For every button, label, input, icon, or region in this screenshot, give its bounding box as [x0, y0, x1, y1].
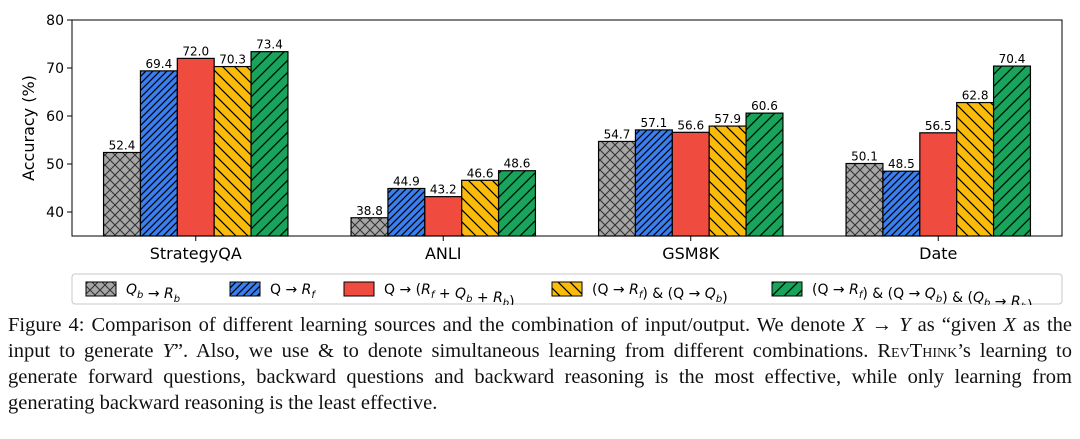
figure-caption: Figure 4: Comparison of different learni…	[8, 312, 1072, 416]
bar-value-label: 48.6	[504, 157, 531, 171]
legend: Qb → Rb Q → Rf Q → (Rf + Qb + Rb) (Q → Rf) …	[71, 273, 1063, 305]
bar-hatch	[956, 102, 994, 236]
caption-text: ’s learning to generate forward question…	[8, 340, 1072, 414]
bar-hatch	[251, 51, 288, 237]
bar-value-label: 56.5	[925, 119, 952, 133]
caption-text: as the input to generate	[8, 314, 1073, 362]
legend-swatch-hatch	[552, 282, 582, 296]
legend-swatch-hatch	[86, 282, 116, 296]
legend-swatch-hatch	[772, 282, 802, 296]
caption-label: Figure 4:	[8, 314, 85, 336]
bar-value-label: 48.5	[888, 157, 915, 171]
bar-value-label: 69.4	[146, 57, 173, 71]
y-tick-label: 60	[46, 109, 64, 125]
bar-hatch	[993, 66, 1031, 236]
legend-label: (Q → Rf) & (Q → Qb) & (Qb → Rb)	[812, 282, 1033, 305]
x-axis: StrategyQA ANLI GSM8K Date	[150, 236, 957, 263]
bar-value-label: 44.9	[393, 174, 420, 188]
caption-math: X	[852, 314, 865, 336]
x-tick-label: ANLI	[425, 244, 462, 263]
legend-label: (Q → Rf) & (Q → Qb)	[592, 282, 728, 305]
bar-chart: 52.4 69.4 72.0 70.3 73.4 38.8 44.9 43.2 46.6 48.6…	[19, 13, 1063, 305]
bar-value-label: 73.4	[256, 38, 283, 52]
bar-value-label: 57.1	[641, 116, 668, 130]
y-axis: 40 50 60 70 80	[46, 13, 72, 221]
legend-item: (Q → Rf) & (Q → Qb)	[551, 281, 728, 305]
y-tick-label: 70	[46, 61, 64, 77]
bar-value-label: 43.2	[430, 183, 457, 197]
legend-swatch-border	[229, 281, 261, 297]
caption-math: X	[1003, 314, 1016, 336]
bar-hatch	[635, 129, 673, 236]
legend-swatch-border	[771, 281, 803, 297]
caption-text: ”. Also, we use & to denote simultaneous…	[173, 340, 878, 362]
bar-value-label: 72.0	[182, 44, 209, 58]
caption-text: as “given	[910, 314, 1004, 336]
bar-hatch	[387, 188, 425, 236]
bar-hatch	[351, 217, 388, 236]
legend-item: Q → Rf	[229, 281, 316, 301]
bar-hatch	[746, 113, 783, 236]
bar-value-label: 56.6	[677, 118, 704, 132]
bar-fill	[177, 58, 215, 237]
legend-item: (Q → Rf) & (Q → Qb) & (Qb → Rb)	[771, 281, 1033, 305]
bar-fill	[424, 196, 462, 236]
bar-value-label: 70.4	[999, 52, 1026, 66]
bar-fill	[919, 132, 957, 236]
legend-item: Q → (Rf + Qb + Rb)	[343, 281, 515, 305]
bar-value-label: 52.4	[109, 138, 136, 152]
y-tick-label: 40	[46, 205, 64, 221]
bar-hatch	[103, 152, 141, 236]
bar	[745, 112, 784, 237]
bar	[250, 51, 289, 237]
bar-value-label: 70.3	[219, 53, 246, 67]
bar	[497, 170, 537, 237]
bar-hatch	[846, 163, 883, 236]
legend-label: Q → Rf	[270, 282, 316, 301]
bar-hatch	[709, 126, 747, 236]
bar-hatch	[598, 141, 636, 236]
caption-text: Comparison of different learning sources…	[84, 314, 853, 336]
y-tick-label: 50	[46, 157, 64, 173]
x-tick-label: Date	[919, 244, 957, 263]
bar-fill	[672, 132, 710, 236]
legend-swatch-hatch	[230, 282, 260, 296]
legend-swatch	[344, 282, 374, 296]
x-tick-label: GSM8K	[662, 244, 720, 263]
plot-area: 52.4 69.4 72.0 70.3 73.4 38.8 44.9 43.2 46.6 48.6…	[19, 13, 1063, 263]
legend-label: Q → (Rf + Qb + Rb)	[384, 282, 515, 305]
bar-hatch	[461, 180, 499, 236]
bar-hatch	[882, 171, 920, 236]
bar-value-label: 50.1	[851, 150, 878, 164]
method-name: RevThink	[877, 340, 958, 362]
plot-frame	[71, 19, 1063, 237]
bars-layer: 52.4 69.4 72.0 70.3 73.4 38.8 44.9 43.2 46.6 48.6…	[102, 38, 1032, 237]
bar-hatch	[140, 70, 178, 236]
caption-text: →	[864, 314, 900, 336]
bar-value-label: 54.7	[604, 127, 631, 141]
legend-swatch-border	[85, 281, 117, 297]
bar-hatch	[214, 66, 252, 236]
x-tick-label: StrategyQA	[150, 244, 242, 263]
legend-item: Qb → Rb	[85, 281, 180, 305]
legend-swatch-border	[343, 281, 375, 297]
bar-value-label: 62.8	[962, 89, 989, 103]
bar-value-label: 60.6	[751, 99, 778, 113]
bar	[992, 65, 1032, 237]
bar-value-label: 38.8	[356, 204, 383, 218]
bar-value-label: 57.9	[714, 112, 741, 126]
y-axis-label: Accuracy (%)	[19, 75, 38, 181]
legend-label: Qb → Rb	[126, 282, 180, 305]
caption-math: Y	[162, 340, 174, 362]
bar-hatch	[498, 170, 536, 236]
bar-value-label: 46.6	[467, 166, 494, 180]
legend-swatch-border	[551, 281, 583, 297]
caption-math: Y	[899, 314, 911, 336]
y-tick-label: 80	[46, 13, 64, 29]
